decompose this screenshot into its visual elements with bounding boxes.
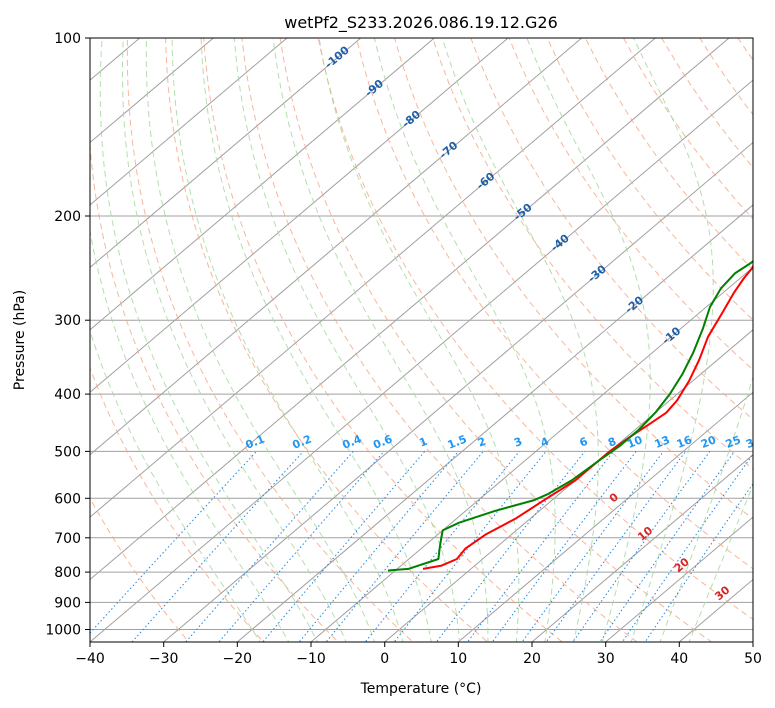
mixing-ratio-line [90,451,257,634]
isotherm-line [90,38,215,144]
moist-adiabat-line [90,228,290,642]
isotherm-line [236,204,753,642]
dry-adiabat-line [355,38,753,570]
isotherm-line [90,38,657,518]
moist-adiabat-line [122,38,347,642]
mixing-ratio-line [644,482,753,642]
isotherm-line [90,38,509,393]
isotherm-line [310,266,753,642]
mixing-ratio-label: 1 [417,435,429,450]
dry-adiabat-line [279,38,713,642]
dry-adiabat-line [393,38,753,520]
dry-adiabat-line [546,38,753,321]
mixing-ratio-label: 13 [653,433,672,451]
isotherm-line [90,38,362,269]
isotherm-line [457,391,753,642]
dry-adiabat-line [126,38,414,642]
moist-adiabat-line [373,38,556,642]
chart-title: wetPf2_S233.2026.086.19.12.G26 [284,13,558,33]
moist-adiabat-line [145,38,376,642]
x-tick-label: 50 [744,651,762,667]
y-tick-label: 100 [54,31,81,47]
plot-frame [89,37,754,643]
x-tick-label: −40 [75,651,105,667]
dry-adiabat-line [241,38,638,642]
y-tick-label: 500 [54,444,81,460]
mixing-ratio-line [218,451,385,642]
moist-adiabat-lines [90,38,753,642]
isotherm-lines [90,38,753,642]
sounding-series [387,259,753,572]
moist-adiabat-line [318,38,520,642]
y-axis-ticks: 100 200 300 400 500 600 700 800 900 1000 [45,31,90,639]
y-tick-label: 900 [54,595,81,611]
isotherm-line [531,454,753,642]
isotherm-line [383,329,753,642]
mixing-ratio-label: 2 [476,435,488,450]
x-tick-label: 30 [597,651,615,667]
x-tick-label: 0 [380,651,389,667]
y-tick-label: 200 [54,209,81,225]
moist-adiabat-line [200,38,432,642]
temperature-profile-line [422,264,753,570]
x-axis-label: Temperature (°C) [360,681,482,697]
dry-adiabat-lines [90,38,753,642]
isotherm-line [90,38,288,206]
dry-adiabat-line [203,38,564,642]
dewpoint-profile-line [387,259,753,572]
moist-adiabat-line [526,38,651,642]
moist-adiabat-line [630,38,714,642]
mixing-ratio-label: 20 [699,433,718,451]
mixing-ratio-line [521,451,664,642]
mixing-ratio-label: 25 [724,433,743,451]
isotherm-line [162,141,753,642]
dry-adiabat-line [165,38,489,642]
mixing-ratio-line [545,451,687,642]
y-tick-label: 700 [54,531,81,547]
moist-adiabat-line [99,38,319,642]
mixing-ratio-line [364,451,520,642]
x-tick-label: −10 [296,651,326,667]
x-tick-label: 40 [670,651,688,667]
dry-adiabat-line [90,366,265,642]
moist-adiabat-line [272,38,489,642]
isotherm-line [90,38,730,581]
dry-adiabat-line [508,38,753,371]
y-tick-label: 1000 [45,623,81,639]
moist-adiabat-line [688,483,753,642]
x-tick-label: 10 [449,651,467,667]
dry-adiabat-line [90,497,190,642]
y-tick-label: 400 [54,387,81,403]
moist-adiabat-line [90,328,261,642]
x-tick-label: −20 [223,651,253,667]
mixing-ratio-line [621,453,753,642]
y-tick-label: 300 [54,313,81,329]
x-axis-ticks: −40 −30 −20 −10 0 10 20 30 40 50 [75,642,762,667]
y-tick-label: 600 [54,491,81,507]
y-axis-label: Pressure (hPa) [12,290,28,390]
mixing-ratio-label: 3 [512,435,524,450]
y-tick-label: 800 [54,565,81,581]
moist-adiabat-line [233,38,461,642]
isotherm-line [90,79,753,642]
isotherm-line [90,38,436,331]
mixing-ratio-line [572,451,711,642]
mixing-ratio-label: 30 [744,433,763,451]
isotherm-line [604,516,753,642]
mixing-ratio-label: 8 [606,435,618,450]
x-tick-label: 20 [523,651,541,667]
dry-adiabat-line [470,38,753,421]
mixing-ratio-line [131,451,304,642]
dry-adiabat-line [432,38,753,470]
plot-area: 0.10.20.40.611.52346810131620253036-100-… [90,38,763,642]
dry-adiabat-line [90,138,339,642]
mixing-ratio-label: 16 [675,433,694,451]
x-tick-label: −30 [149,651,179,667]
mixing-ratio-line [185,451,354,642]
isotherm-line [90,38,583,456]
mixing-ratio-line [325,451,484,642]
